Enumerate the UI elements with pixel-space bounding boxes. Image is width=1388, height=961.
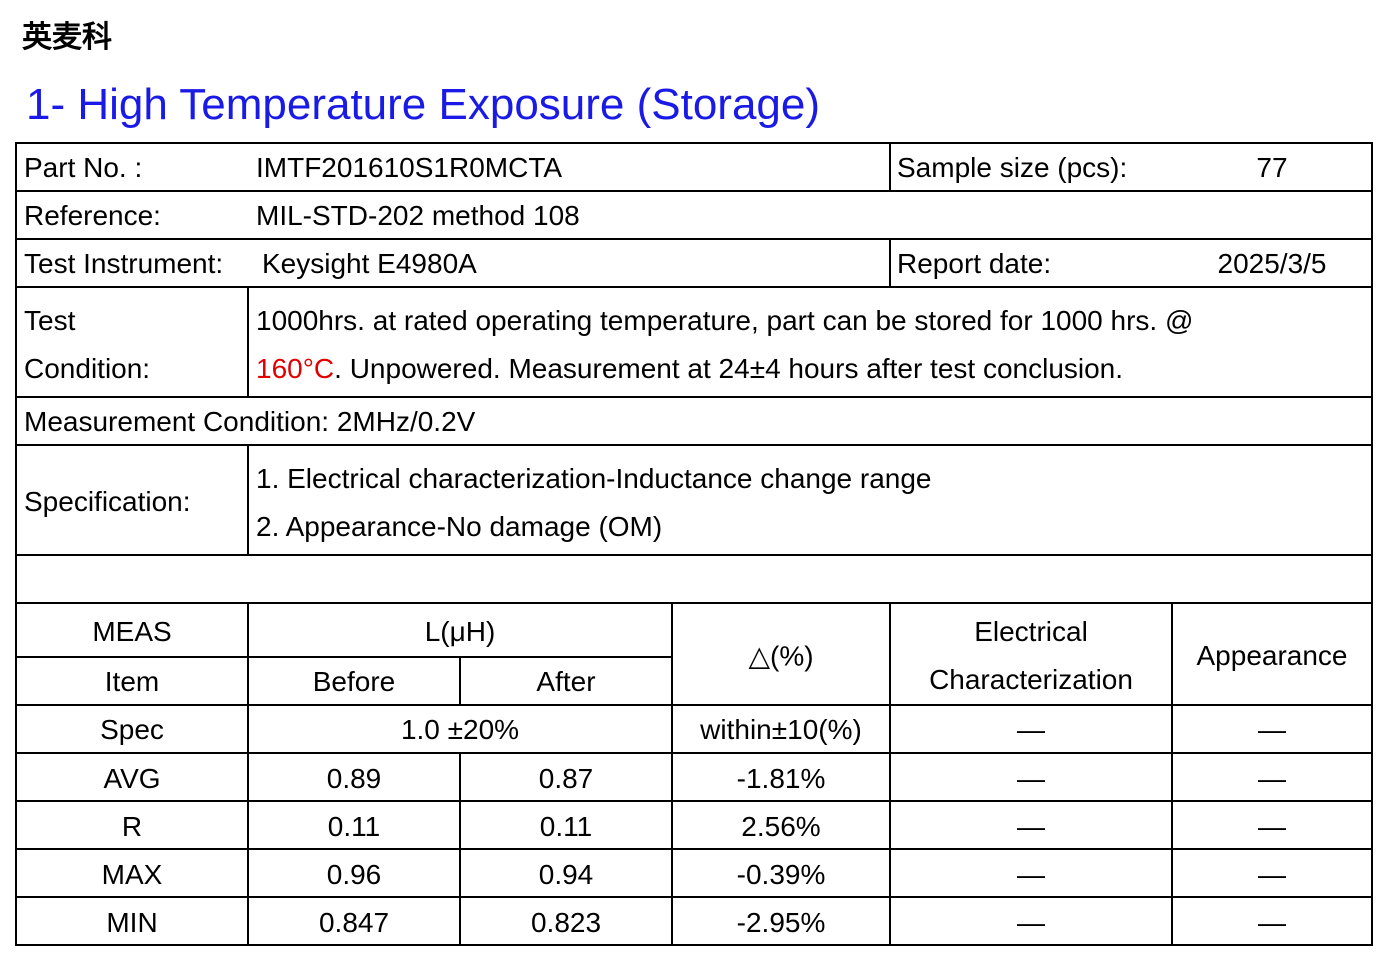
table-text: Spec [100,714,164,745]
value: MIL-STD-202 method 108 [256,200,580,231]
table-text: — [1258,811,1286,842]
table-text: within±10(%) [700,714,862,745]
table-text: 0.94 [538,859,594,890]
value: 1. Electrical characterization-Inductanc… [256,463,932,494]
temperature: 160°C [256,353,335,384]
header: Before [312,666,396,697]
table-text: — [1258,859,1286,890]
label: Test [24,305,76,336]
table-text: R [121,811,143,842]
value: 77 [1256,152,1288,183]
header: After [536,666,596,697]
label: Part No. : [24,152,143,183]
table-cell [15,554,1373,604]
value: 2025/3/5 [1217,248,1327,279]
label: Specification: [24,486,191,517]
table-text: 0.823 [530,907,602,938]
table-text: 0.11 [539,811,593,842]
header: MEAS [92,616,172,647]
header: △(%) [748,640,814,672]
header: L(μH) [424,616,496,647]
test-condition-line2: 160°C. Unpowered. Measurement at 24±4 ho… [256,353,1123,385]
table-cell [15,142,891,192]
table-text: — [1017,714,1045,745]
value: IMTF201610S1R0MCTA [256,152,563,183]
table-text: -2.95% [736,907,826,938]
table-text: — [1258,907,1286,938]
label: Test Instrument: [24,248,224,279]
table-text: 0.847 [318,907,390,938]
company: 英麦科 [22,21,112,54]
table-text: -0.39% [736,859,826,890]
header: Characterization [929,664,1133,695]
test-condition-rest: . Unpowered. Measurement at 24±4 hours a… [334,353,1124,384]
table-cell [15,190,1373,240]
table-text: 1.0 ±20% [400,714,520,745]
label: Sample size (pcs): [897,152,1128,183]
table-text: — [1258,714,1286,745]
table-text: 0.87 [538,763,594,794]
table-text: -1.81% [736,763,826,794]
header: Item [104,666,160,697]
table-text: MIN [106,907,158,938]
table-text: 2.56% [741,811,821,842]
table-text: 0.96 [326,859,382,890]
table-text: — [1017,811,1045,842]
table-text: 0.11 [327,811,381,842]
value: 1000hrs. at rated operating temperature,… [256,305,1194,336]
value: 2. Appearance-No damage (OM) [256,511,663,542]
table-text: AVG [103,763,161,794]
header: Electrical [974,616,1088,647]
value: Keysight E4980A [262,248,477,279]
label: Condition: [24,353,151,384]
title: 1- High Temperature Exposure (Storage) [26,80,821,129]
table-text: — [1017,907,1045,938]
table-text: — [1258,763,1286,794]
value: Measurement Condition: 2MHz/0.2V [24,406,476,437]
table-text: MAX [101,859,163,890]
label: Reference: [24,200,161,231]
table-text: 0.89 [326,763,382,794]
table-text: — [1017,763,1045,794]
label: Report date: [897,248,1052,279]
table-text: — [1017,859,1045,890]
header: Appearance [1196,640,1348,671]
